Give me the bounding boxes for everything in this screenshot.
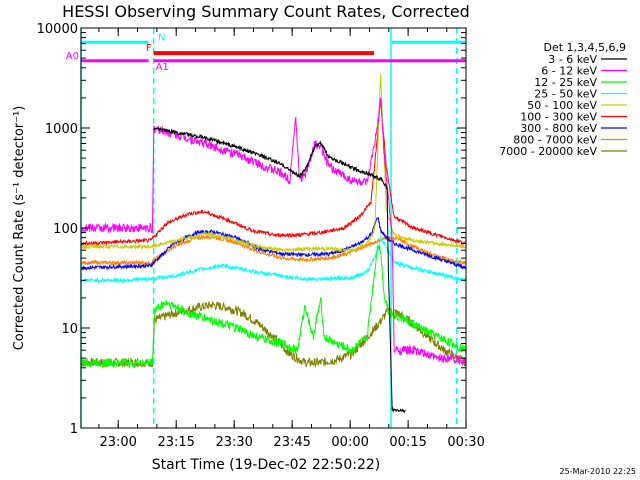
series-line-800-7000-kev — [80, 234, 466, 267]
y-tick-label: 1 — [70, 422, 78, 437]
flag-label-n: N — [158, 32, 165, 43]
tick-layer: 1 10 100 1000 10000 23:00 23:15 23:30 23:45 00:00… — [37, 22, 485, 450]
series-line-25-50-kev — [80, 236, 466, 284]
legend-label-50-100-kev: 50 - 100 keV — [527, 99, 597, 112]
x-tick-label: 00:30 — [447, 435, 484, 450]
x-tick-label: 23:45 — [273, 435, 310, 450]
x-axis-label: Start Time (19-Dec-02 22:50:22) — [152, 457, 380, 473]
timestamp-stamp: 25-Mar-2010 22:25 — [560, 467, 637, 476]
legend-label-25-50-kev: 25 - 50 keV — [534, 88, 597, 101]
legend-label-3-6-kev: 3 - 6 keV — [548, 53, 597, 66]
x-tick-label: 00:15 — [389, 435, 426, 450]
series-line-6-12-kev — [80, 97, 466, 367]
legend-label-300-800-kev: 300 - 800 keV — [520, 122, 597, 135]
y-axis-label: Corrected Count Rate (s⁻¹ detector⁻¹) — [12, 106, 27, 351]
x-tick-label: 23:00 — [99, 435, 136, 450]
legend-label-6-12-kev: 6 - 12 keV — [541, 65, 597, 78]
series-line-100-300-kev — [81, 98, 466, 247]
legend-label-100-300-kev: 100 - 300 keV — [520, 111, 597, 124]
legend-label-800-7000-kev: 800 - 7000 keV — [513, 134, 597, 147]
flag-label-a0: A0 — [66, 51, 79, 62]
x-tick-label: 23:15 — [157, 435, 194, 450]
y-tick-label: 1000 — [45, 122, 78, 137]
series-line-300-800-kev — [80, 216, 466, 271]
series-line-50-100-kev — [80, 74, 466, 254]
legend-label-7000-20000-kev: 7000 - 20000 keV — [499, 145, 597, 158]
series-layer — [80, 74, 466, 414]
legend-title: Det 1,3,4,5,6,9 — [543, 41, 626, 54]
x-tick-label: 23:30 — [215, 435, 252, 450]
y-tick-label: 10000 — [37, 22, 78, 37]
series-line-12-25-kev — [80, 244, 466, 369]
plot-area: NF A0 A1 1 10 100 1000 10000 23:00 23:15 23:30 23:… — [37, 22, 485, 450]
legend-label-12-25-kev: 12 - 25 keV — [534, 76, 597, 89]
flag-label-a1: A1 — [156, 62, 169, 73]
series-line-3-6-kev — [153, 126, 406, 414]
y-tick-label: 100 — [53, 222, 78, 237]
chart-title: HESSI Observing Summary Count Rates, Cor… — [62, 2, 470, 21]
y-tick-label: 10 — [61, 322, 78, 337]
flag-label-f: F — [146, 43, 152, 54]
x-tick-label: 00:00 — [331, 435, 368, 450]
